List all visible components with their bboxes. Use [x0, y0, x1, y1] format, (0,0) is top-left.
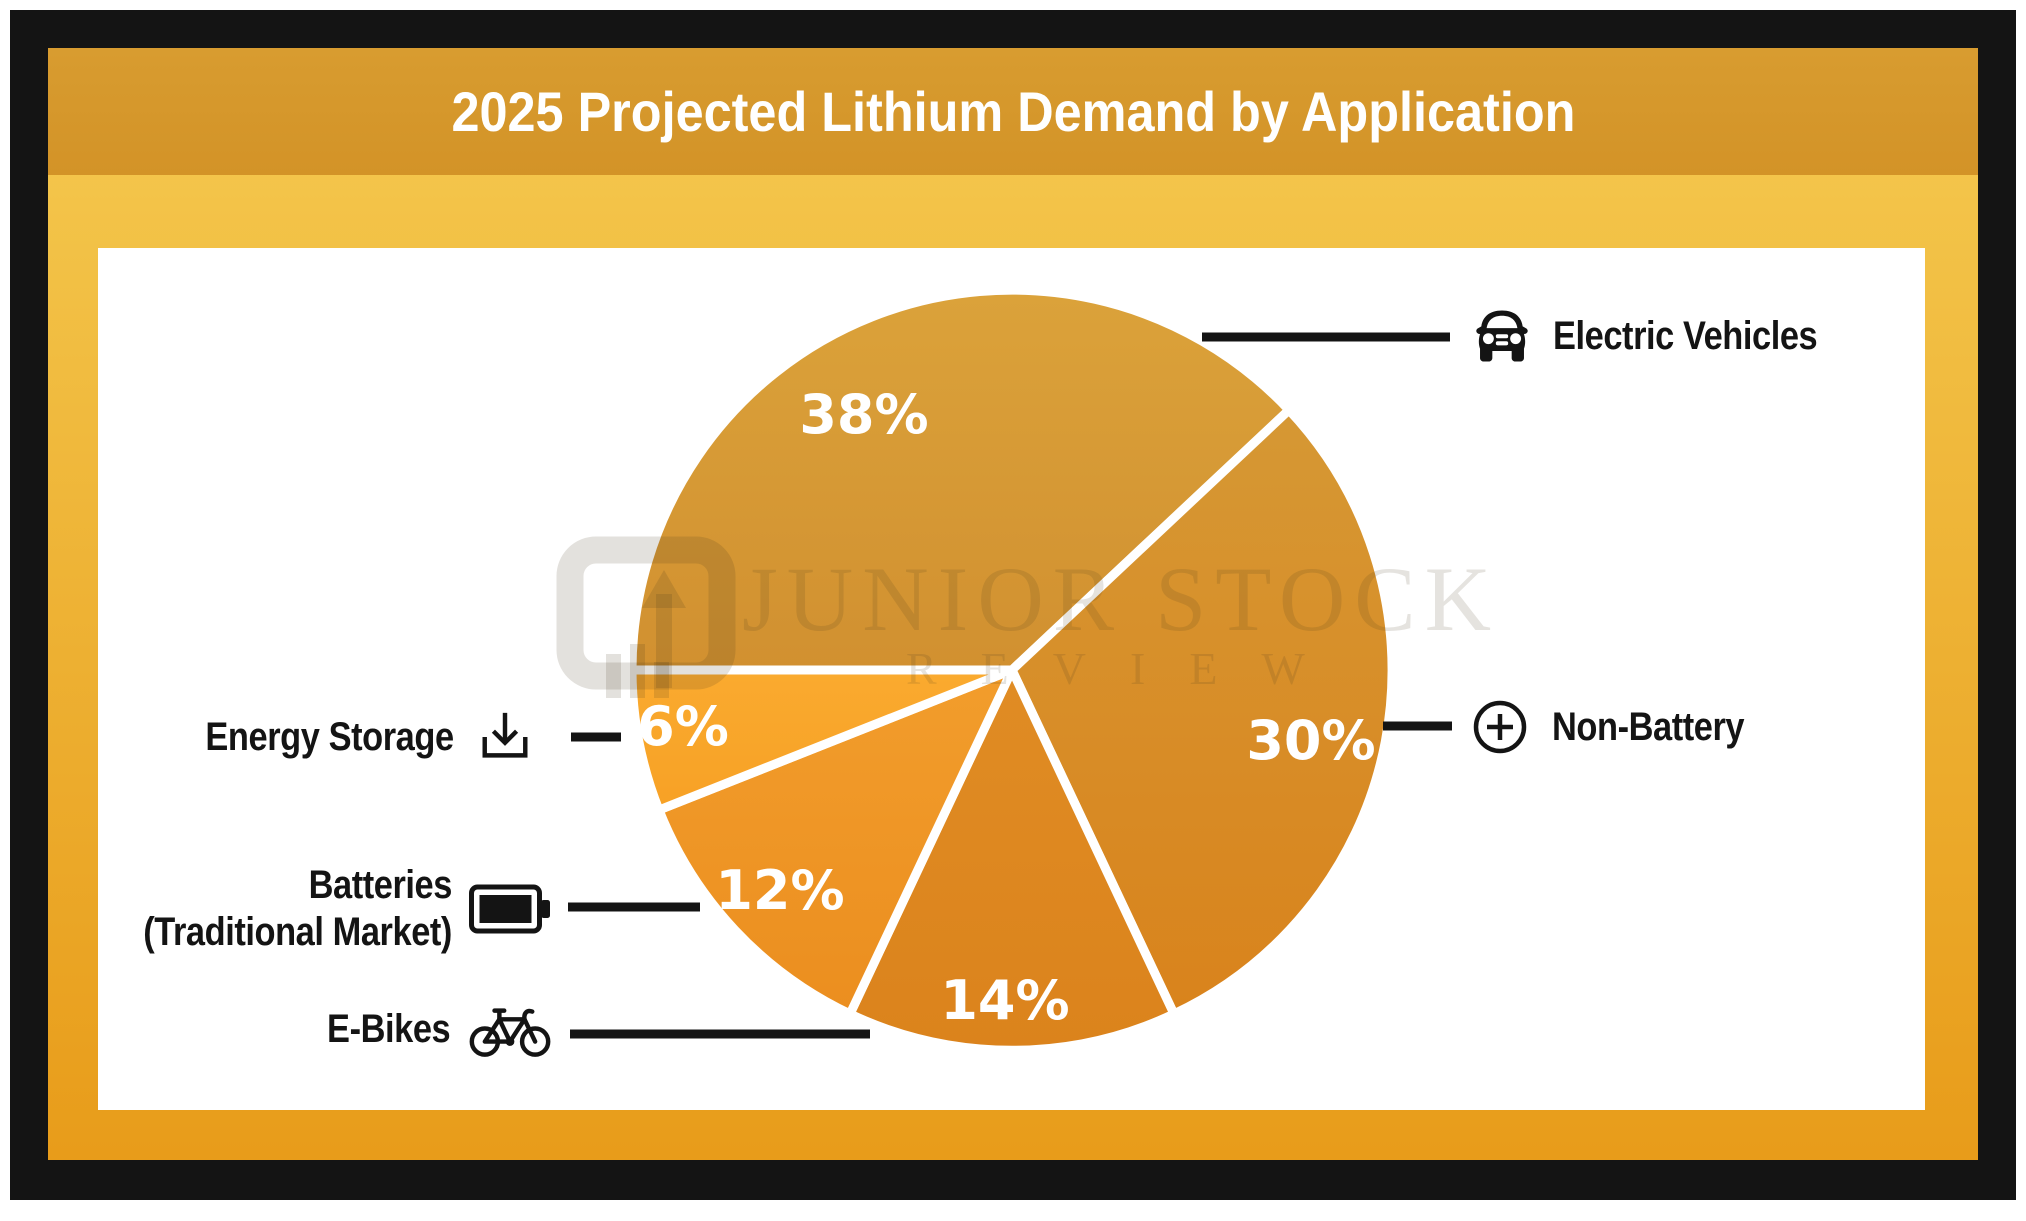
callout-label-batteries-line2: (Traditional Market) — [143, 910, 452, 954]
callout-label-batteries: Batteries (Traditional Market) — [143, 862, 452, 956]
pie-slice-energy-storage — [627, 665, 1017, 815]
header-band: 2025 Projected Lithium Demand by Applica… — [48, 48, 1978, 175]
plus-circle-icon — [1473, 700, 1527, 754]
download-tray-icon — [482, 712, 528, 758]
slice-value-label-ev: 38% — [799, 383, 928, 446]
callout-electric-vehicles: Electric Vehicles — [1473, 306, 1860, 366]
callout-label-non-battery: Non-Battery — [1552, 704, 1745, 749]
pie-slice-electric-vehicles — [627, 285, 1294, 675]
pie-slice-batteries — [654, 665, 1017, 1019]
battery-icon — [469, 884, 550, 934]
callout-label-energy-storage: Energy Storage — [205, 714, 455, 759]
pie-slice-e-bikes — [845, 665, 1179, 1055]
callout-label-e-bikes: E-Bikes — [326, 1006, 451, 1051]
car-front-icon — [1476, 310, 1528, 362]
slice-value-label-batteries: 12% — [715, 859, 844, 922]
page-title: 2025 Projected Lithium Demand by Applica… — [451, 80, 1575, 143]
slice-value-label-ebikes: 14% — [940, 969, 1069, 1032]
callout-label-batteries-line1: Batteries — [308, 863, 453, 907]
callout-batteries: Batteries (Traditional Market) — [93, 862, 552, 956]
callout-e-bikes: E-Bikes — [307, 1000, 554, 1058]
slice-value-label-nonbattery: 30% — [1246, 709, 1375, 772]
callout-non-battery: Non-Battery — [1472, 699, 1775, 755]
slice-value-label-energystorage: 6% — [637, 695, 729, 758]
bicycle-icon — [469, 1008, 551, 1057]
callout-energy-storage: Energy Storage — [165, 707, 536, 767]
callout-label-electric-vehicles: Electric Vehicles — [1553, 313, 1818, 358]
